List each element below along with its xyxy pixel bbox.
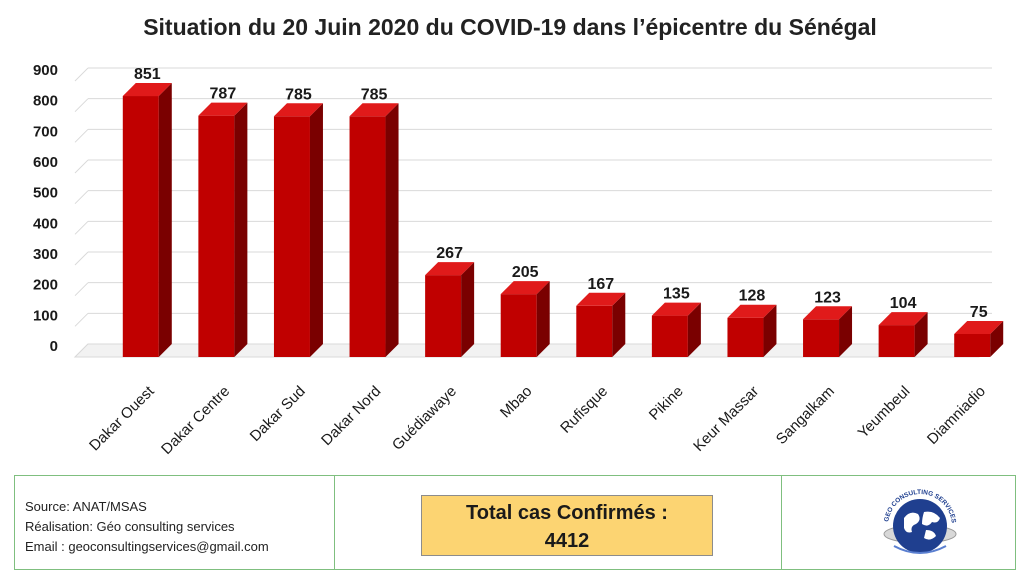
bar-top xyxy=(954,321,1004,334)
data-label: 75 xyxy=(970,304,988,321)
bar xyxy=(954,334,991,357)
gridline-side xyxy=(74,251,89,266)
x-tick-label: Dakar Centre xyxy=(158,383,233,458)
gridline-side xyxy=(74,67,89,82)
bar-top xyxy=(727,304,777,318)
data-label: 785 xyxy=(361,86,388,103)
bar-top xyxy=(122,83,172,97)
bar-side xyxy=(158,83,172,357)
data-label: 167 xyxy=(587,276,614,293)
data-label: 267 xyxy=(436,245,463,262)
chart-title: Situation du 20 Juin 2020 du COVID-19 da… xyxy=(143,14,877,40)
data-label: 787 xyxy=(210,86,237,103)
bar xyxy=(803,319,840,357)
bar-side xyxy=(990,321,1004,357)
x-tick-label: Rufisque xyxy=(557,383,611,437)
x-tick-label: Mbao xyxy=(497,383,536,422)
bar-side xyxy=(763,304,777,357)
source-text: Source: ANAT/MSAS xyxy=(25,499,147,514)
bar-top xyxy=(803,306,853,320)
data-label: 128 xyxy=(739,288,766,305)
gridline-side xyxy=(74,190,89,205)
logo-section: GEO CONSULTING SERVICES xyxy=(782,476,1015,569)
data-label: 135 xyxy=(663,286,690,303)
data-label: 104 xyxy=(890,295,917,312)
bar xyxy=(122,96,159,357)
total-cases-box: Total cas Confirmés : 4412 xyxy=(421,495,713,556)
y-tick-label: 700 xyxy=(33,123,58,140)
total-section: Total cas Confirmés : 4412 xyxy=(335,476,782,569)
gridline-side xyxy=(74,128,89,143)
y-tick-label: 600 xyxy=(33,154,58,171)
bar-side xyxy=(234,102,248,357)
x-tick-label: Dakar Ouest xyxy=(86,382,158,454)
email-text: Email : geoconsultingservices@gmail.com xyxy=(25,539,269,554)
bar xyxy=(273,116,310,358)
gridline-side xyxy=(74,312,89,327)
x-tick-label: Dakar Nord xyxy=(318,383,384,449)
y-tick-label: 800 xyxy=(33,93,58,110)
data-label: 205 xyxy=(512,264,539,281)
x-tick-label: Yeumbeul xyxy=(855,383,914,442)
data-label: 851 xyxy=(134,66,161,83)
x-tick-label: Diamniadio xyxy=(924,383,989,448)
y-tick-label: 0 xyxy=(50,338,58,355)
total-label: Total cas Confirmés : xyxy=(466,502,668,524)
x-tick-label: Dakar Sud xyxy=(247,383,309,445)
y-tick-label: 100 xyxy=(33,307,58,324)
y-tick-label: 400 xyxy=(33,215,58,232)
x-tick-label: Keur Massar xyxy=(690,383,762,455)
bar xyxy=(500,294,537,357)
gridline-side xyxy=(74,282,89,297)
gridline-side xyxy=(74,159,89,174)
y-tick-label: 500 xyxy=(33,185,58,202)
bar-top xyxy=(349,103,399,117)
bar-top xyxy=(198,102,248,116)
bar-side xyxy=(309,103,323,358)
bar xyxy=(727,317,764,357)
bar-side xyxy=(461,262,475,357)
bar xyxy=(349,116,386,358)
bar-side xyxy=(914,312,928,357)
bar xyxy=(198,115,235,357)
footer-panel: Source: ANAT/MSAS Réalisation: Géo consu… xyxy=(14,475,1016,570)
y-tick-label: 300 xyxy=(33,246,58,263)
globe-logo-icon: GEO CONSULTING SERVICES xyxy=(883,489,957,554)
bar-top xyxy=(273,103,323,117)
credits-block: Source: ANAT/MSAS Réalisation: Géo consu… xyxy=(15,476,335,569)
bar xyxy=(651,315,688,357)
total-value: 4412 xyxy=(544,530,590,552)
gridline-side xyxy=(74,98,89,113)
bar-side xyxy=(385,103,399,358)
bar-side xyxy=(839,306,853,357)
gridline-side xyxy=(74,220,89,235)
y-tick-label: 900 xyxy=(33,62,58,79)
bar-side xyxy=(536,281,550,357)
realisation-text: Réalisation: Géo consulting services xyxy=(25,519,235,534)
bar xyxy=(878,325,915,357)
x-tick-label: Guédiawaye xyxy=(389,383,460,454)
bar-top xyxy=(651,302,701,316)
x-tick-label: Pikine xyxy=(646,383,687,424)
bar-top xyxy=(425,262,475,276)
y-tick-label: 200 xyxy=(33,277,58,294)
bar-top xyxy=(576,292,626,306)
bar-side xyxy=(612,292,626,357)
x-tick-label: Sangalkam xyxy=(773,383,838,448)
bar-chart: 0 100 200 300 400 500 600 700 800 900 851 Dakar Oue… xyxy=(33,62,1004,458)
data-label: 123 xyxy=(814,289,841,306)
bar-side xyxy=(687,302,701,357)
bar-top xyxy=(500,281,550,295)
data-label: 785 xyxy=(285,86,312,103)
bar-top xyxy=(878,312,928,326)
bar xyxy=(425,275,462,357)
bar xyxy=(576,305,613,357)
